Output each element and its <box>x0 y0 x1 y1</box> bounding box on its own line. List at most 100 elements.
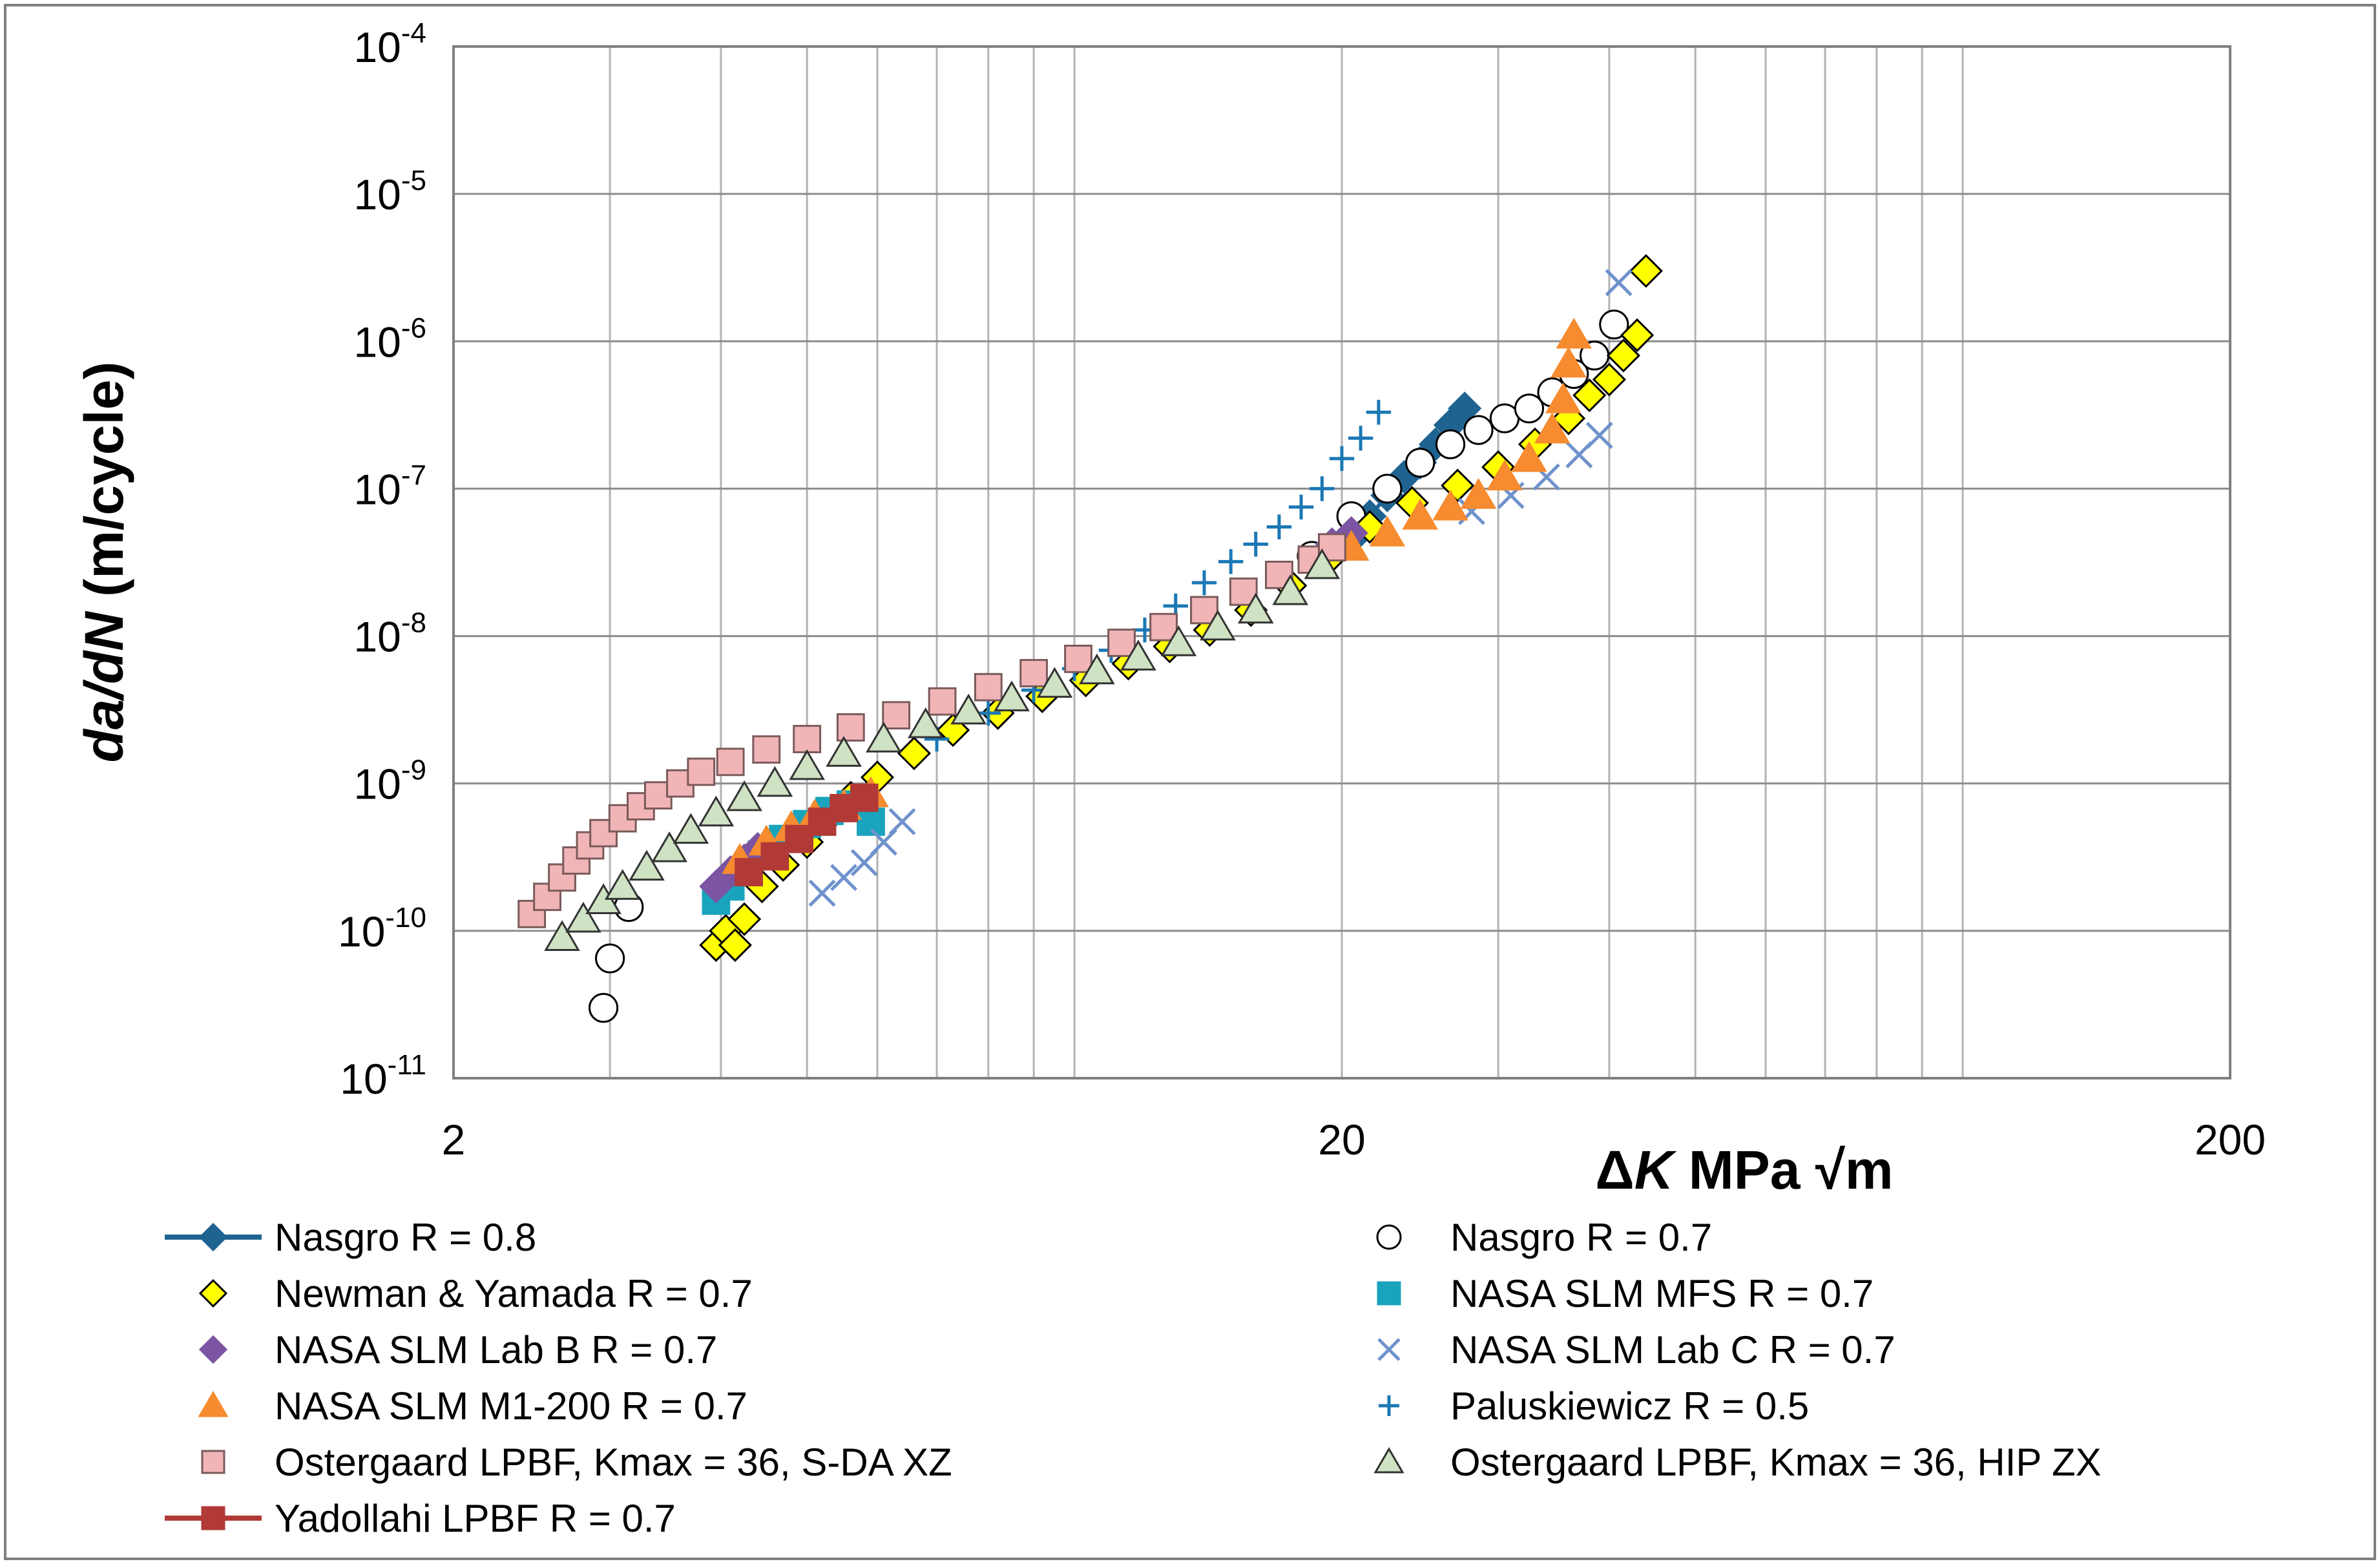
y-tick-exponent: -10 <box>385 902 426 933</box>
data-point <box>850 783 879 812</box>
x-tick-labels: 2 20 200 <box>442 1116 2266 1163</box>
data-point <box>1329 446 1355 472</box>
y-tick-base: 10 <box>353 465 401 513</box>
y-tick-label: 10-5 <box>353 165 426 218</box>
data-point <box>882 701 911 730</box>
data-point <box>716 747 745 777</box>
data-point <box>1366 399 1392 425</box>
data-point <box>604 869 641 900</box>
data-point <box>836 713 865 742</box>
x-axis-title-units: MPa √m <box>1673 1140 1893 1200</box>
y-tick-label: 10-4 <box>353 17 426 71</box>
x-tick-label: 2 <box>442 1116 466 1163</box>
data-point <box>718 928 753 963</box>
x-tick-label: 20 <box>1318 1116 1365 1163</box>
legend: Nasgro R = 0.8 Nasgro R = 0.7 Newman & Yam… <box>165 1216 2102 1540</box>
legend-marker <box>1377 1281 1401 1306</box>
data-point <box>1432 489 1468 521</box>
legend-item: Nasgro R = 0.8 <box>165 1216 536 1259</box>
legend-label: NASA SLM M1-200 R = 0.7 <box>275 1384 747 1428</box>
legend-marker <box>1377 1338 1401 1361</box>
data-point <box>1514 393 1545 424</box>
y-tick-exponent: -6 <box>401 312 426 344</box>
data-point <box>1107 629 1136 657</box>
y-tick-base: 10 <box>353 23 401 71</box>
x-axis-title-delta: Δ <box>1595 1140 1634 1200</box>
data-point <box>1460 477 1497 509</box>
y-tick-label: 10-11 <box>340 1049 426 1103</box>
y-tick-exponent: -11 <box>388 1049 426 1081</box>
data-point <box>1448 391 1482 426</box>
legend-item: NASA SLM Lab C R = 0.7 <box>1377 1328 1895 1371</box>
data-point <box>1435 429 1466 459</box>
y-tick-exponent: -4 <box>401 17 426 49</box>
data-point <box>976 700 1001 726</box>
data-point <box>651 831 687 862</box>
data-point <box>1272 574 1309 605</box>
data-point <box>533 882 561 912</box>
data-point <box>1310 476 1335 501</box>
data-point <box>1218 549 1244 574</box>
data-point <box>950 693 987 725</box>
data-point <box>1545 382 1581 413</box>
data-point <box>1079 653 1115 685</box>
data-point <box>1620 318 1655 352</box>
legend-marker <box>1373 1447 1404 1474</box>
data-point <box>1160 625 1197 656</box>
legend-label: Yadollahi LPBF R = 0.7 <box>275 1497 676 1540</box>
data-point <box>1556 317 1592 349</box>
x-axis-title: ΔK MPa √m <box>1595 1140 1893 1200</box>
data-point <box>1585 421 1613 449</box>
data-point <box>1372 474 1403 504</box>
data-point <box>1592 362 1627 397</box>
data-point <box>1599 309 1629 340</box>
data-point <box>789 749 825 780</box>
data-point <box>1487 459 1523 491</box>
y-tick-base: 10 <box>353 760 401 808</box>
legend-label: NASA SLM MFS R = 0.7 <box>1450 1272 1874 1315</box>
data-point <box>793 725 822 753</box>
data-point <box>1120 640 1156 671</box>
data-point <box>727 902 762 936</box>
data-point <box>808 879 836 907</box>
y-tick-base: 10 <box>340 1055 387 1103</box>
data-point <box>757 766 793 797</box>
data-point <box>1304 548 1341 579</box>
data-point <box>830 864 858 891</box>
data-point <box>1606 339 1641 373</box>
legend-marker <box>1379 1395 1399 1416</box>
data-point <box>1402 499 1438 530</box>
data-point <box>974 673 1003 702</box>
y-tick-label: 10-9 <box>353 755 426 808</box>
legend-item: Newman & Yamada R = 0.7 <box>198 1272 753 1315</box>
legend-label: Newman & Yamada R = 0.7 <box>275 1272 753 1315</box>
data-point <box>1036 667 1073 698</box>
data-point <box>1369 516 1406 547</box>
series-9 <box>517 533 1346 928</box>
data-point <box>735 858 764 886</box>
data-point <box>907 707 944 738</box>
y-tick-base: 10 <box>353 171 401 218</box>
data-point <box>629 850 665 881</box>
x-axis-title-italic: K <box>1634 1140 1677 1200</box>
data-series <box>517 254 1663 1023</box>
data-point <box>1064 645 1092 673</box>
y-tick-exponent: -5 <box>401 165 426 196</box>
y-tick-base: 10 <box>353 318 401 366</box>
data-point <box>1317 533 1346 562</box>
legend-label: Paluskiewicz R = 0.5 <box>1450 1384 1809 1428</box>
data-point <box>1019 659 1049 687</box>
legend-marker <box>201 1450 225 1474</box>
y-tick-exponent: -7 <box>401 459 426 491</box>
data-point <box>687 757 716 786</box>
y-tick-label: 10-7 <box>353 459 426 513</box>
y-tick-exponent: -8 <box>401 607 426 639</box>
legend-marker <box>198 1278 228 1308</box>
data-point <box>595 943 625 974</box>
y-tick-base: 10 <box>353 613 401 661</box>
legend-item: NASA SLM M1-200 R = 0.7 <box>198 1384 747 1428</box>
legend-label: Nasgro R = 0.8 <box>275 1216 536 1259</box>
data-point <box>888 808 916 835</box>
legend-marker <box>1376 1224 1402 1250</box>
